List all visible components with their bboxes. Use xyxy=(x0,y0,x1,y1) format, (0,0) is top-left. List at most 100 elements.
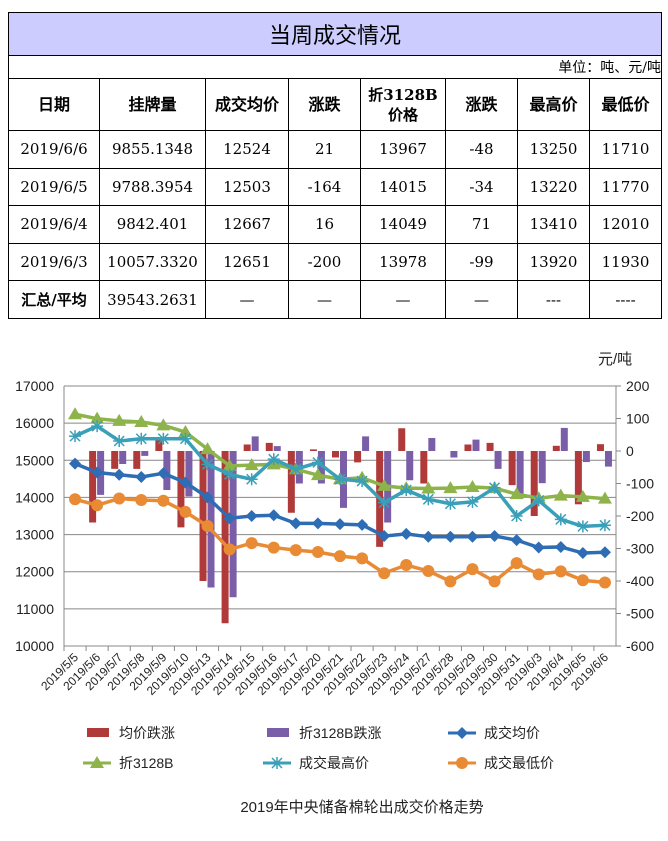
point-diamond xyxy=(444,530,457,543)
bar-avg-change xyxy=(177,451,185,528)
table-cell: — xyxy=(288,280,361,319)
bar-fold-change xyxy=(207,451,215,588)
left-tick-label: 17000 xyxy=(15,378,54,394)
point-circle xyxy=(135,494,148,507)
point-circle xyxy=(113,492,126,505)
point-triangle xyxy=(421,481,436,494)
point-star xyxy=(135,432,148,445)
bar-fold-change xyxy=(406,451,414,481)
point-triangle xyxy=(156,418,171,431)
left-tick-label: 10000 xyxy=(15,638,54,654)
bar-avg-change xyxy=(89,451,97,523)
table-cell: 71 xyxy=(445,205,518,244)
point-circle xyxy=(598,576,611,589)
bar-fold-change xyxy=(582,451,590,463)
bar-fold-change xyxy=(538,451,546,484)
table-cell: 39543.2631 xyxy=(99,280,206,319)
point-star xyxy=(576,520,589,533)
point-circle xyxy=(488,575,501,588)
point-triangle xyxy=(597,491,612,504)
bar-fold-change xyxy=(229,451,237,598)
table-cell: 11710 xyxy=(588,130,663,169)
table-cell: 13250 xyxy=(517,130,590,169)
price-trend-chart: 10000 11000 12000 13000 14000 15000 16000 17000… xyxy=(15,351,654,816)
point-diamond xyxy=(356,518,369,531)
point-circle xyxy=(334,550,346,563)
right-tick-label: 200 xyxy=(626,378,650,394)
point-star xyxy=(444,497,457,510)
point-diamond xyxy=(532,541,545,554)
table-cell: 2019/6/3 xyxy=(8,242,100,282)
chart-title: 2019年中央储备棉轮出成交价格走势 xyxy=(240,798,483,816)
point-circle xyxy=(576,574,589,587)
left-tick-label: 13000 xyxy=(15,527,54,543)
weekly-deal-table: 当周成交情况 单位：吨、元/吨 日期 挂牌量 成交均价 涨跌 折3128B价格 涨跌 最高价… xyxy=(7,12,663,319)
table-cell: 13978 xyxy=(360,242,446,282)
left-tick-label: 14000 xyxy=(15,489,54,505)
point-diamond xyxy=(113,468,126,481)
point-triangle xyxy=(222,458,237,471)
column-header: 涨跌 xyxy=(288,78,361,131)
bar-fold-change xyxy=(251,436,259,451)
point-star xyxy=(510,510,523,522)
bar-fold-change xyxy=(163,451,171,490)
bar-fold-change xyxy=(119,451,127,464)
point-diamond xyxy=(157,467,170,480)
table-cell: 12524 xyxy=(205,130,289,169)
table-row: 2019/6/5 9788.3954 12503 -164 14015 -34 13220 1… xyxy=(8,167,663,207)
table-cell: 14015 xyxy=(360,167,446,207)
column-header: 挂牌量 xyxy=(99,78,206,131)
point-circle xyxy=(444,575,457,588)
point-star xyxy=(245,473,258,486)
table-cell: 2019/6/5 xyxy=(8,167,100,207)
point-triangle xyxy=(90,411,105,424)
legend-marker xyxy=(90,756,104,768)
bar-fold-change xyxy=(428,438,436,451)
bar-fold-change xyxy=(560,427,568,451)
right-tick-label: 100 xyxy=(626,411,650,427)
point-diamond xyxy=(267,509,280,522)
point-diamond xyxy=(311,517,324,530)
table-cell: 13220 xyxy=(517,167,590,207)
point-triangle xyxy=(465,480,480,493)
bar-fold-change xyxy=(604,451,612,467)
point-circle xyxy=(91,499,104,512)
bar-avg-change xyxy=(486,442,494,451)
point-circle xyxy=(69,493,82,506)
point-star xyxy=(91,420,104,433)
legend-marker xyxy=(456,757,468,769)
bar-fold-change xyxy=(273,446,281,451)
bar-avg-change xyxy=(309,449,317,451)
point-star xyxy=(356,475,369,488)
point-diamond xyxy=(576,547,589,560)
table-cell: — xyxy=(360,280,446,319)
point-diamond xyxy=(223,512,236,525)
bar-avg-change xyxy=(332,451,339,458)
bar-fold-change xyxy=(494,451,502,469)
legend-label: 成交最低价 xyxy=(484,755,554,771)
column-header: 最高价 xyxy=(517,78,590,131)
point-circle xyxy=(356,552,369,565)
bar-avg-change xyxy=(552,445,560,451)
point-circle xyxy=(532,568,545,581)
unit-label: 单位：吨、元/吨 xyxy=(7,55,663,79)
point-star xyxy=(267,453,280,466)
table-cell: 13920 xyxy=(517,242,590,282)
point-star xyxy=(400,484,413,496)
table-cell: -200 xyxy=(288,242,361,282)
bar-avg-change xyxy=(464,444,472,451)
point-circle xyxy=(378,567,391,580)
point-circle xyxy=(179,505,192,518)
bar-avg-change xyxy=(508,451,516,486)
point-circle xyxy=(289,544,302,557)
right-tick-label: 0 xyxy=(626,443,634,459)
right-tick-label: -400 xyxy=(626,573,654,589)
table-cell: 12667 xyxy=(205,205,289,244)
column-header: 折3128B价格 xyxy=(360,78,446,131)
bar-avg-change xyxy=(420,451,428,484)
point-diamond xyxy=(510,534,523,547)
point-star xyxy=(334,473,346,486)
bar-fold-change xyxy=(450,451,458,458)
point-star xyxy=(201,458,214,471)
point-star xyxy=(554,513,567,526)
